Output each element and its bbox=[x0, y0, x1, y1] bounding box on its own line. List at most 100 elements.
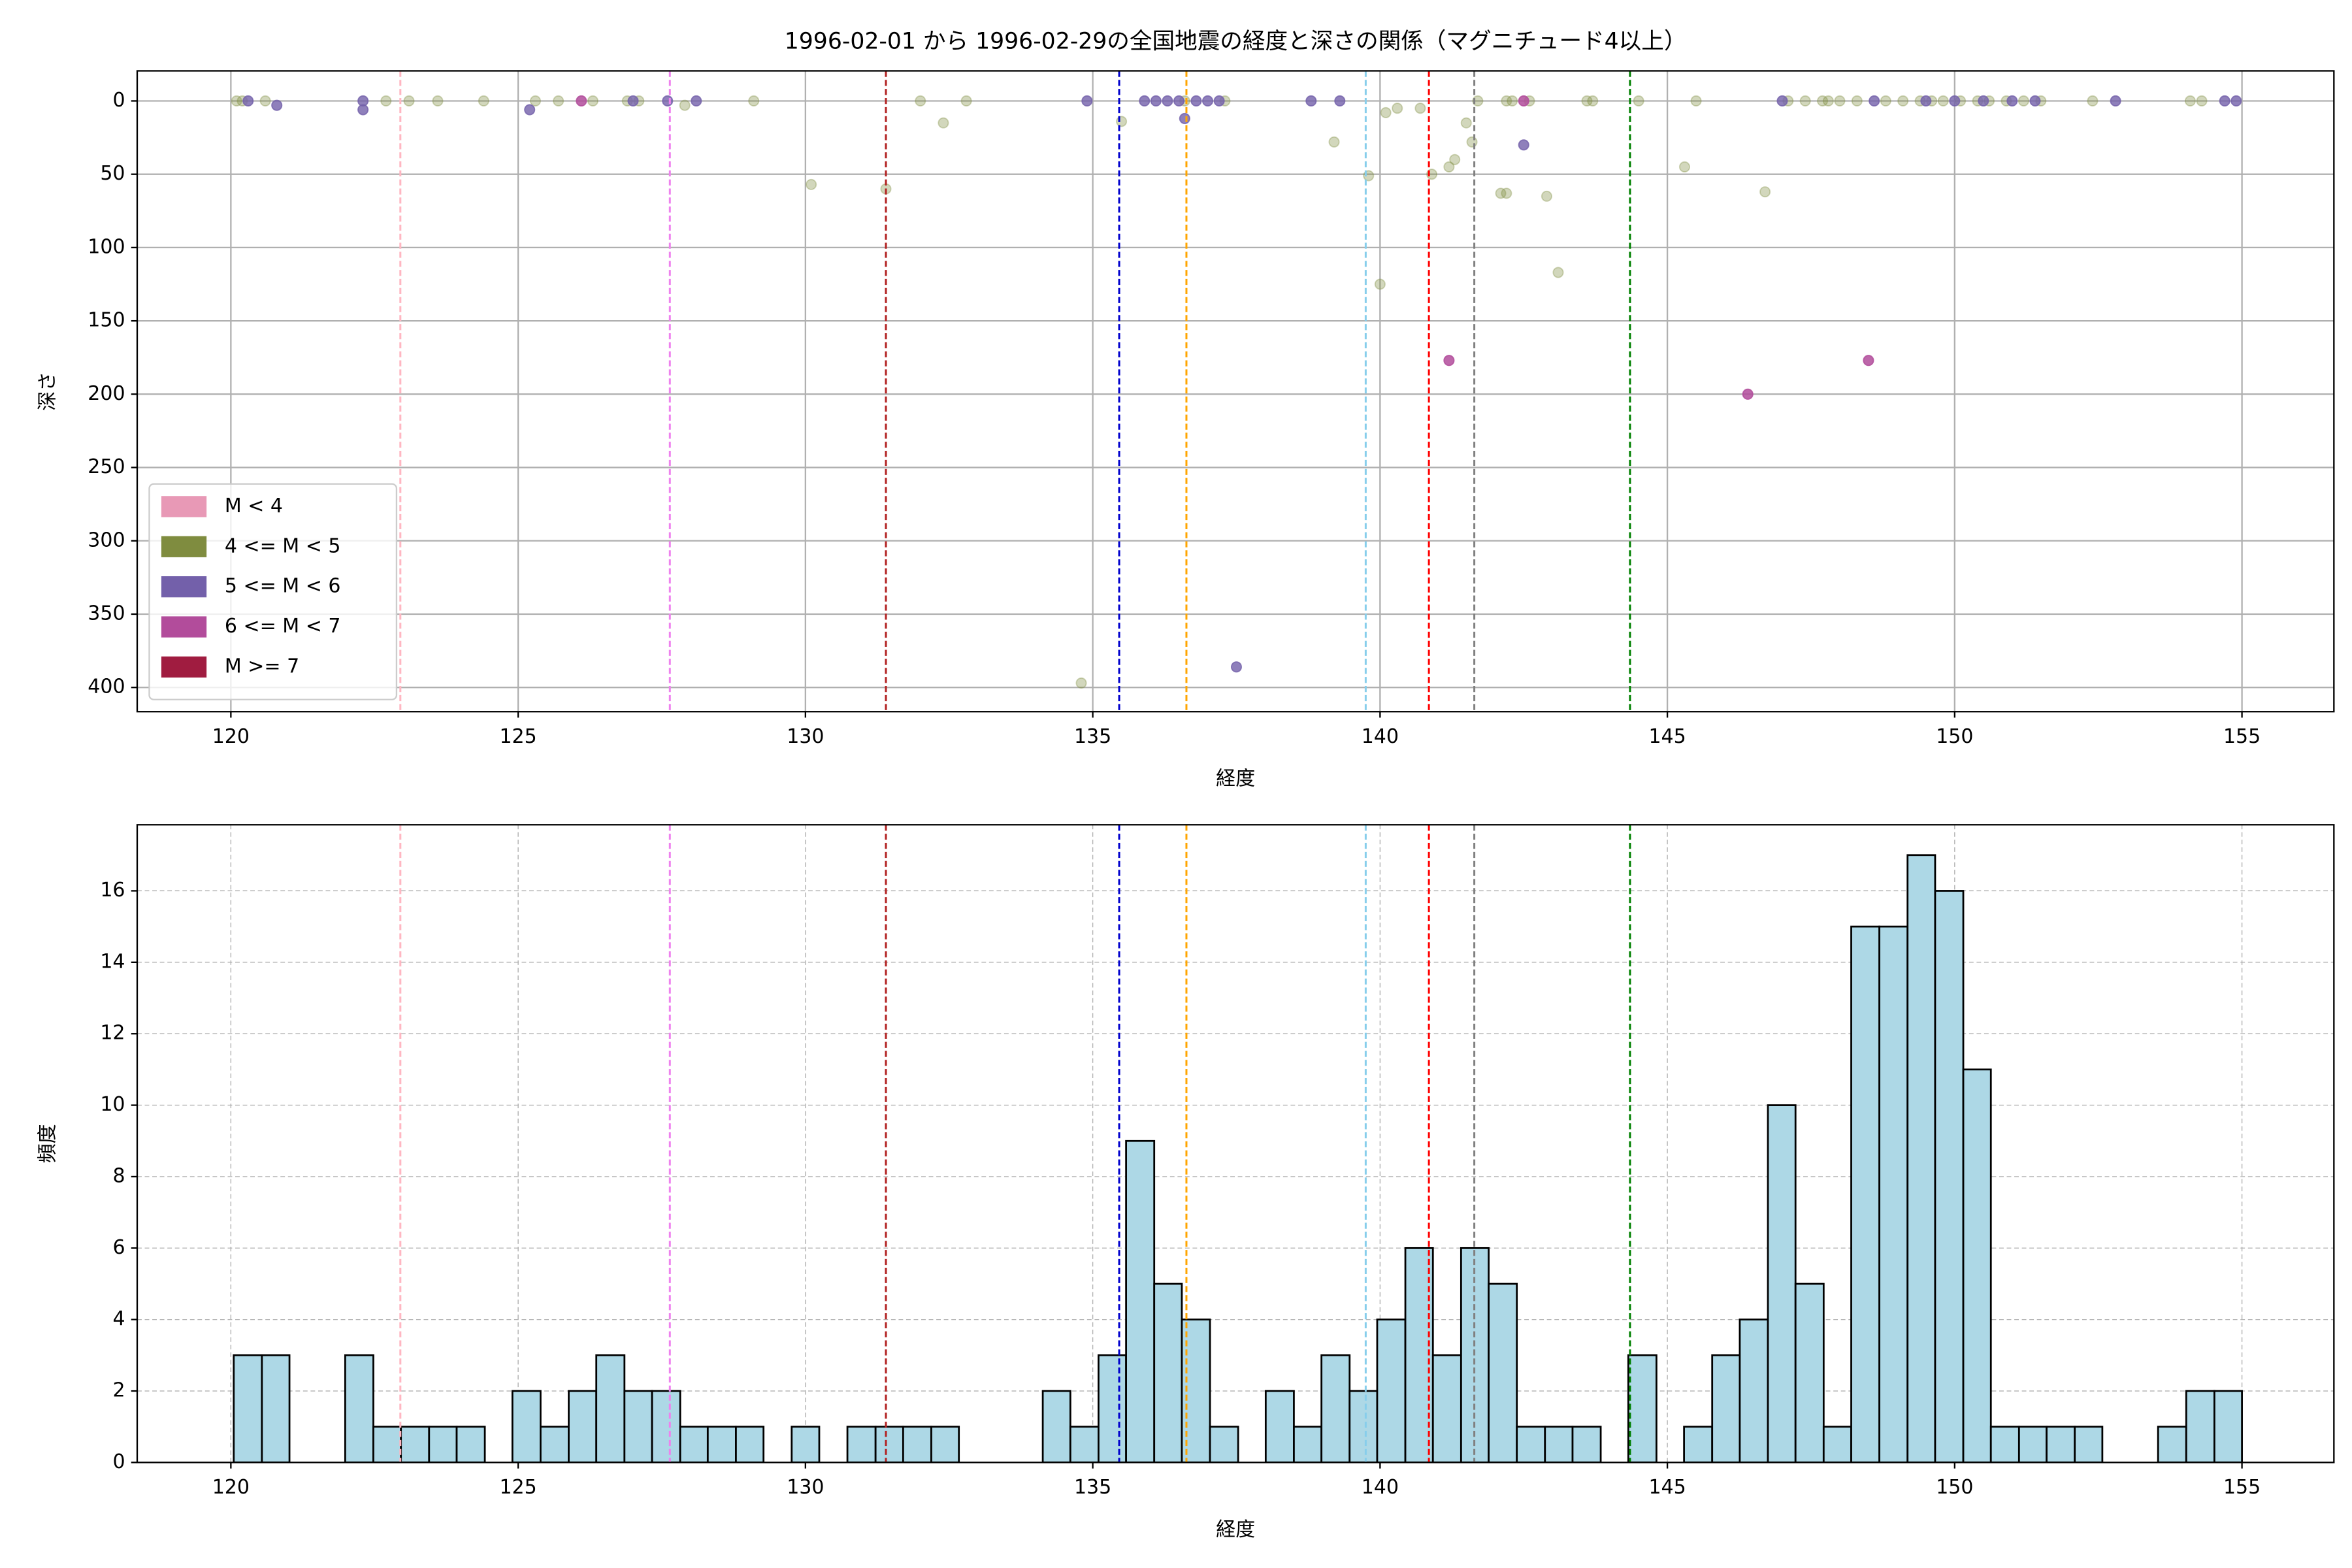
legend-swatch bbox=[161, 576, 207, 598]
point bbox=[1552, 267, 1564, 278]
bar bbox=[1264, 1390, 1295, 1463]
x-tick-label: 135 bbox=[1074, 1476, 1111, 1499]
bar bbox=[372, 1426, 402, 1463]
point bbox=[1633, 95, 1644, 107]
point bbox=[529, 95, 542, 107]
chart-title: 1996-02-01 から 1996-02-29の全国地震の経度と深さの関係（マ… bbox=[785, 29, 1687, 55]
point bbox=[2196, 95, 2208, 107]
y-tick-label: 4 bbox=[112, 1307, 125, 1330]
point bbox=[1449, 154, 1461, 165]
bar bbox=[2185, 1390, 2215, 1463]
bar bbox=[1794, 1282, 1825, 1463]
point bbox=[2230, 95, 2242, 107]
point bbox=[1587, 95, 1599, 107]
point bbox=[553, 95, 564, 107]
point bbox=[1776, 95, 1788, 107]
bar bbox=[1962, 1068, 1992, 1463]
bar bbox=[874, 1426, 904, 1463]
point bbox=[587, 95, 598, 107]
point bbox=[1466, 136, 1478, 148]
legend-swatch bbox=[161, 496, 207, 517]
point bbox=[1742, 388, 1754, 400]
x-tick-label: 145 bbox=[1648, 1476, 1686, 1499]
y-tick-label: 16 bbox=[100, 879, 125, 902]
bar bbox=[1822, 1426, 1852, 1463]
y-tick-label: 10 bbox=[100, 1093, 125, 1116]
bar bbox=[930, 1426, 960, 1463]
point bbox=[1414, 103, 1426, 114]
bar bbox=[1906, 854, 1936, 1463]
point bbox=[1179, 112, 1190, 124]
point bbox=[1880, 95, 1891, 107]
point bbox=[2017, 95, 2029, 107]
y-tick-label: 50 bbox=[100, 162, 125, 185]
point bbox=[679, 99, 691, 111]
point bbox=[1518, 95, 1529, 107]
point bbox=[576, 95, 587, 107]
axes-frame bbox=[136, 70, 2335, 713]
bar bbox=[455, 1426, 486, 1463]
bar bbox=[1209, 1426, 1239, 1463]
chart-histogram: 120 125 130 135 140 145 150 155 0 2 4 6 8 10 12 14 16 経度 頻… bbox=[36, 824, 2335, 1541]
axes-frame bbox=[136, 824, 2335, 1463]
bar bbox=[651, 1390, 681, 1463]
bar bbox=[1571, 1426, 1602, 1463]
bar bbox=[1320, 1354, 1351, 1463]
y-tick-label: 250 bbox=[88, 455, 125, 478]
point bbox=[231, 95, 242, 107]
point bbox=[1690, 95, 1702, 107]
bar bbox=[679, 1426, 709, 1463]
point bbox=[1173, 95, 1185, 107]
y-tick-label: 350 bbox=[88, 602, 125, 625]
y-tick-label: 8 bbox=[112, 1164, 125, 1187]
point bbox=[1897, 95, 1909, 107]
point bbox=[1190, 95, 1202, 107]
bar bbox=[2213, 1390, 2243, 1463]
point bbox=[1869, 95, 1880, 107]
point bbox=[1678, 161, 1691, 173]
legend-frame bbox=[148, 483, 398, 700]
x-tick-label: 135 bbox=[1074, 725, 1111, 748]
bar bbox=[1153, 1282, 1183, 1463]
bar bbox=[1069, 1426, 1100, 1463]
point bbox=[915, 95, 926, 107]
bar bbox=[540, 1426, 570, 1463]
point bbox=[748, 95, 760, 107]
point bbox=[806, 178, 817, 190]
bar bbox=[1711, 1354, 1741, 1463]
point bbox=[357, 104, 369, 116]
legend-swatch bbox=[161, 616, 207, 638]
bar bbox=[1041, 1390, 1071, 1463]
bar bbox=[846, 1426, 877, 1463]
point bbox=[1501, 95, 1512, 107]
bar bbox=[2157, 1426, 2187, 1463]
point bbox=[691, 95, 702, 107]
point bbox=[1978, 95, 1989, 107]
bar bbox=[2046, 1426, 2076, 1463]
x-tick-label: 120 bbox=[212, 725, 250, 748]
point bbox=[1213, 95, 1225, 107]
x-tick-label: 130 bbox=[787, 1476, 824, 1499]
y-tick-label: 200 bbox=[88, 382, 125, 405]
y-tick-label: 400 bbox=[88, 676, 125, 698]
point bbox=[2006, 95, 2018, 107]
point bbox=[1443, 161, 1455, 173]
plot-area bbox=[231, 71, 2242, 712]
point bbox=[478, 95, 489, 107]
point bbox=[1518, 139, 1529, 151]
x-tick-label: 140 bbox=[1362, 1476, 1399, 1499]
bar bbox=[233, 1354, 263, 1463]
y-tick-label: 2 bbox=[112, 1379, 125, 1402]
legend-swatch bbox=[161, 536, 207, 557]
point bbox=[1075, 677, 1087, 689]
y-tick-label: 150 bbox=[88, 309, 125, 332]
point bbox=[1380, 106, 1392, 118]
point bbox=[938, 117, 949, 129]
point bbox=[1581, 95, 1593, 107]
point bbox=[1834, 95, 1846, 107]
bar bbox=[1125, 1139, 1156, 1463]
legend-label: 5 <= M < 6 bbox=[225, 575, 341, 598]
point bbox=[1863, 355, 1874, 367]
point bbox=[2087, 95, 2099, 107]
